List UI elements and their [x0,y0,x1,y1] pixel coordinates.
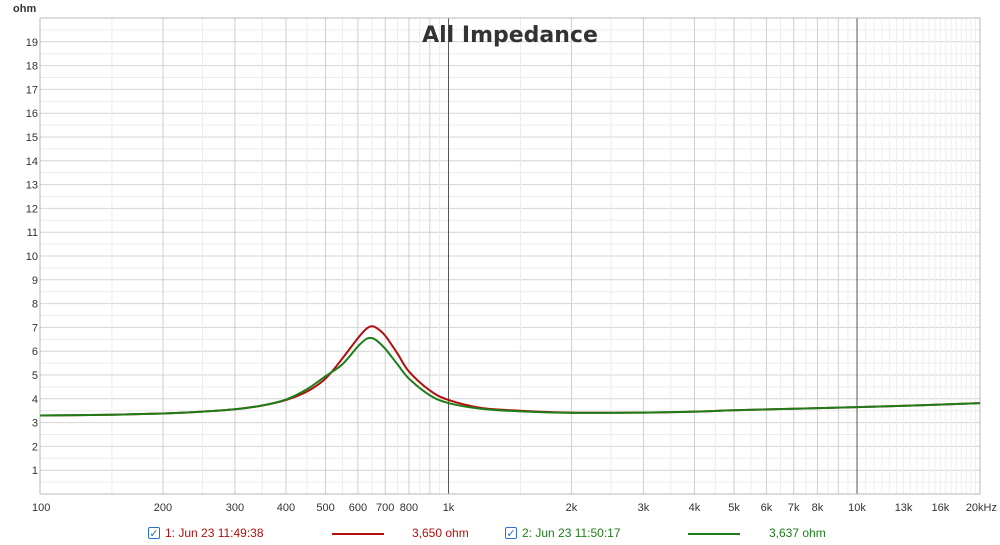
y-tick-label: 16 [26,108,38,120]
y-tick-label: 1 [32,465,38,477]
x-tick-label: 500 [316,502,334,514]
chart-title: All Impedance [422,23,598,48]
y-tick-label: 13 [26,180,38,192]
x-tick-label: 16k [932,502,950,514]
y-tick-label: 7 [32,322,38,334]
x-tick-label: 5k [728,502,740,514]
y-tick-label: 12 [26,203,38,215]
plot-frame [39,17,981,495]
legend-checkbox-2[interactable]: ✓ [505,527,517,540]
legend-entry-2[interactable]: ✓ 2: Jun 23 11:50:17 [505,524,621,542]
x-tick-label: 800 [400,502,418,514]
y-tick-label: 19 [26,37,38,49]
x-tick-label: 300 [226,502,244,514]
x-tick-label: 1k [443,502,455,514]
x-tick-label: 13k [895,502,913,514]
x-tick-label: 700 [376,502,394,514]
x-tick-label: 600 [349,502,367,514]
y-axis-unit: ohm [13,3,36,15]
legend-checkbox-1[interactable]: ✓ [148,527,160,540]
y-tick-label: 6 [32,346,38,358]
y-tick-label: 15 [26,132,38,144]
y-tick-label: 17 [26,84,38,96]
y-tick-label: 4 [32,394,38,406]
legend-entry-1[interactable]: ✓ 1: Jun 23 11:49:38 [148,524,264,542]
y-tick-label: 11 [27,227,38,239]
y-tick-label: 8 [32,299,38,311]
x-tick-label: 4k [689,502,701,514]
x-tick-label: 10k [848,502,866,514]
x-tick-label: 6k [761,502,773,514]
y-tick-label: 9 [32,275,38,287]
series-lines [39,325,981,417]
x-tick-label: 3k [638,502,650,514]
y-tick-label: 10 [26,251,38,263]
legend-value-1: 3,650 ohm [412,526,469,540]
y-tick-label: 3 [32,418,38,430]
x-tick-label: 100 [32,502,50,514]
x-tick-label: 8k [812,502,824,514]
y-tick-label: 14 [26,156,38,168]
grid-lines [39,18,981,494]
legend-label-1: 1: Jun 23 11:49:38 [165,526,264,540]
x-tick-label: 20kHz [966,502,997,514]
x-tick-labels: 100 200 300 400 500 600 700 800 1k 2k 3k 4k 5k 6k 7k 8k… [32,502,997,514]
series-line-2 [39,336,981,417]
x-tick-label: 2k [566,502,578,514]
legend-swatch-1 [332,533,384,535]
legend-swatch-2 [688,533,740,535]
legend-label-2: 2: Jun 23 11:50:17 [522,526,621,540]
legend-value-2: 3,637 ohm [769,526,826,540]
x-tick-label: 400 [277,502,295,514]
y-tick-label: 2 [32,441,38,453]
x-tick-label: 7k [788,502,800,514]
x-tick-label: 200 [154,502,172,514]
y-tick-label: 5 [32,370,38,382]
y-tick-label: 18 [26,61,38,73]
